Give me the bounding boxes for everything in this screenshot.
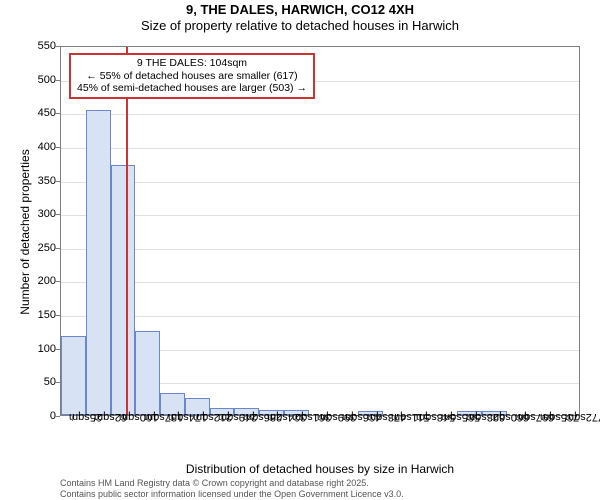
y-tick-label: 0	[30, 410, 56, 422]
chart-title-block: 9, THE DALES, HARWICH, CO12 4XH Size of …	[0, 0, 600, 35]
gridline	[61, 148, 579, 149]
y-tick-mark	[55, 416, 60, 417]
y-tick-mark	[55, 315, 60, 316]
x-tick-mark	[419, 416, 420, 421]
y-tick-mark	[55, 113, 60, 114]
footer-line1: Contains HM Land Registry data © Crown c…	[60, 478, 404, 489]
gridline	[61, 114, 579, 115]
y-tick-mark	[55, 46, 60, 47]
annotation-line3: 45% of semi-detached houses are larger (…	[77, 82, 307, 95]
y-tick-label: 150	[30, 309, 56, 321]
x-tick-mark	[444, 416, 445, 421]
annotation-line1: 9 THE DALES: 104sqm	[77, 57, 307, 70]
y-tick-mark	[55, 382, 60, 383]
histogram-bar	[61, 336, 86, 415]
x-tick-mark	[518, 416, 519, 421]
gridline	[61, 249, 579, 250]
y-tick-label: 500	[30, 74, 56, 86]
x-tick-mark	[320, 416, 321, 421]
x-tick-mark	[295, 416, 296, 421]
gridline	[61, 182, 579, 183]
x-tick-mark	[221, 416, 222, 421]
footer-attribution: Contains HM Land Registry data © Crown c…	[60, 478, 404, 500]
y-tick-label: 300	[30, 208, 56, 220]
y-tick-label: 200	[30, 275, 56, 287]
y-tick-label: 350	[30, 175, 56, 187]
x-tick-mark	[469, 416, 470, 421]
x-tick-mark	[493, 416, 494, 421]
x-tick-mark	[370, 416, 371, 421]
y-tick-label: 550	[30, 40, 56, 52]
y-tick-label: 250	[30, 242, 56, 254]
x-tick-mark	[394, 416, 395, 421]
y-tick-label: 400	[30, 141, 56, 153]
chart-container: 9, THE DALES, HARWICH, CO12 4XH Size of …	[0, 0, 600, 500]
histogram-bar	[135, 331, 160, 415]
x-tick-mark	[122, 416, 123, 421]
x-tick-mark	[246, 416, 247, 421]
y-tick-mark	[55, 214, 60, 215]
y-axis-label: Number of detached properties	[18, 132, 32, 332]
y-tick-mark	[55, 181, 60, 182]
plot-area: 9 THE DALES: 104sqm ← 55% of detached ho…	[60, 46, 580, 416]
x-tick-mark	[147, 416, 148, 421]
x-tick-mark	[345, 416, 346, 421]
gridline	[61, 316, 579, 317]
x-tick-mark	[97, 416, 98, 421]
annotation-line2: ← 55% of detached houses are smaller (61…	[77, 70, 307, 83]
gridline	[61, 282, 579, 283]
gridline	[61, 215, 579, 216]
plot-box: 9 THE DALES: 104sqm ← 55% of detached ho…	[60, 46, 580, 416]
y-tick-mark	[55, 248, 60, 249]
x-tick-mark	[543, 416, 544, 421]
y-tick-label: 100	[30, 343, 56, 355]
y-tick-label: 50	[30, 376, 56, 388]
y-tick-mark	[55, 281, 60, 282]
chart-title-address: 9, THE DALES, HARWICH, CO12 4XH	[0, 2, 600, 18]
annotation-box: 9 THE DALES: 104sqm ← 55% of detached ho…	[69, 53, 315, 99]
histogram-bar	[86, 110, 111, 415]
chart-title-description: Size of property relative to detached ho…	[0, 18, 600, 34]
x-tick-mark	[196, 416, 197, 421]
x-tick-mark	[270, 416, 271, 421]
histogram-bar	[111, 165, 136, 415]
footer-line2: Contains public sector information licen…	[60, 489, 404, 500]
y-tick-mark	[55, 349, 60, 350]
x-axis-label: Distribution of detached houses by size …	[60, 462, 580, 476]
x-tick-mark	[72, 416, 73, 421]
y-tick-label: 450	[30, 107, 56, 119]
y-tick-mark	[55, 80, 60, 81]
x-tick-mark	[171, 416, 172, 421]
y-tick-mark	[55, 147, 60, 148]
x-tick-mark	[568, 416, 569, 421]
subject-marker-line	[126, 47, 128, 415]
